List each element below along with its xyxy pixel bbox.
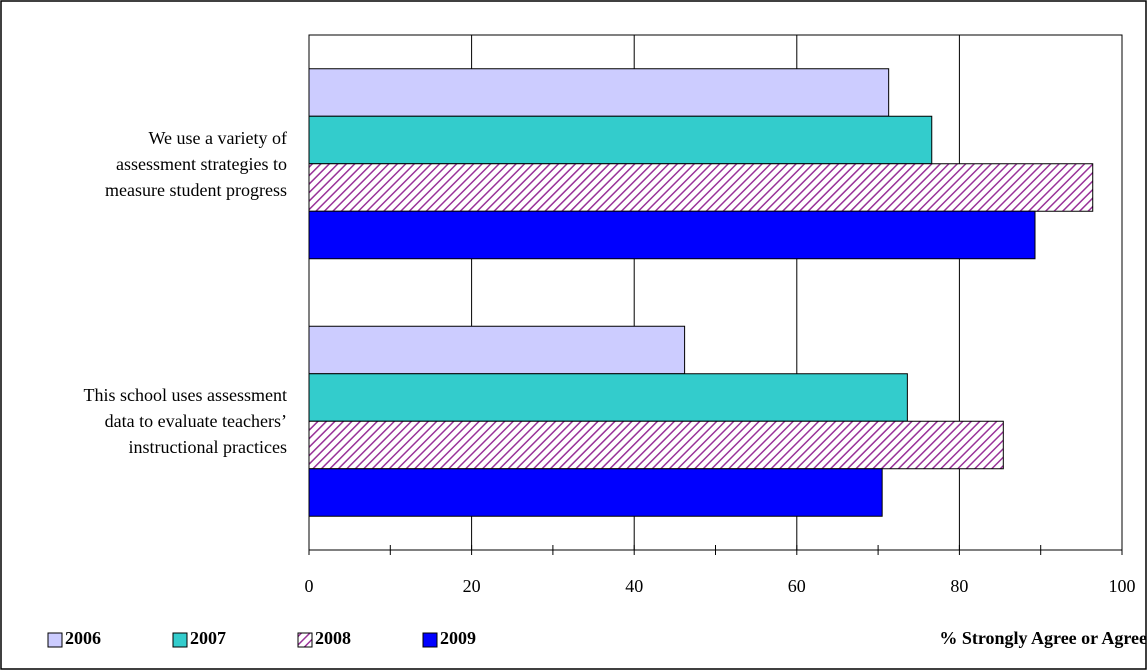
bar [308, 325, 686, 375]
bar [308, 68, 890, 117]
legend-label: 2006 [65, 628, 101, 648]
x-tick-label: 40 [625, 576, 643, 596]
bar [308, 210, 1036, 260]
x-tick-label: 80 [950, 576, 968, 596]
bar [308, 373, 908, 422]
bar [308, 420, 1004, 470]
legend-swatch [297, 632, 313, 648]
legend-swatch [47, 632, 63, 648]
legend-label: 2008 [315, 628, 351, 648]
legend-label: 2009 [440, 628, 476, 648]
x-tick-label: 60 [788, 576, 806, 596]
x-tick-label: 0 [305, 576, 314, 596]
x-tick-label: 100 [1109, 576, 1136, 596]
bar [308, 115, 933, 165]
bar [308, 468, 883, 517]
legend-swatch [172, 632, 188, 648]
x-axis-title: % Strongly Agree or Agree [939, 628, 1147, 648]
legend-label: 2007 [190, 628, 226, 648]
legend-swatch [422, 632, 438, 648]
bar [308, 163, 1094, 212]
category-label: This school uses assessment data to eval… [83, 385, 287, 458]
x-tick-label: 20 [463, 576, 481, 596]
category-label: We use a variety of assessment strategie… [105, 127, 287, 200]
